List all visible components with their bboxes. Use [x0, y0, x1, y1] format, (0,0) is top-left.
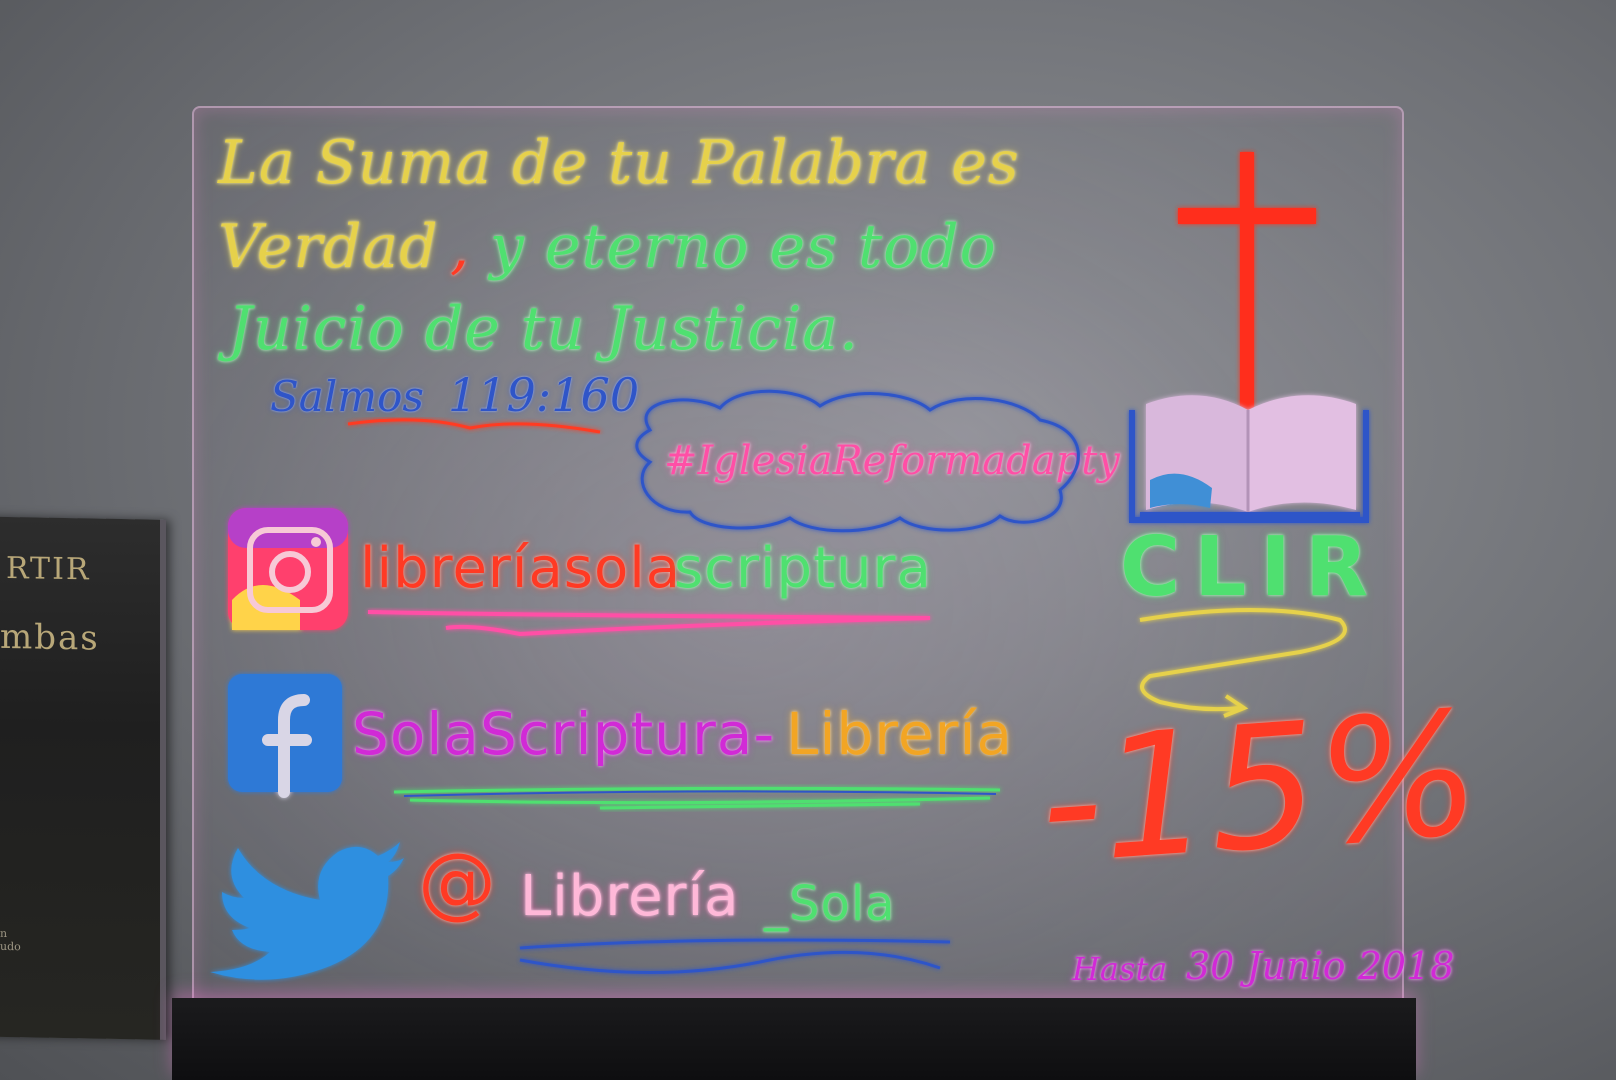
- instagram-handle-part2: scriptura: [674, 536, 932, 601]
- hashtag-cloud-outline: [635, 389, 1080, 533]
- verse-reference-book: Salmos: [270, 372, 424, 421]
- brand-clir: CLIR: [1120, 520, 1383, 615]
- instagram-handle-part1: libreríasola: [360, 536, 682, 601]
- hashtag-text: #IglesiaReformadapty: [664, 438, 1120, 484]
- instagram-icon: [228, 508, 348, 630]
- promo-until-date: 30 Junio 2018: [1186, 944, 1455, 988]
- board-stand: [172, 998, 1416, 1080]
- arrow-swirl: [1139, 608, 1347, 718]
- cross-icon: [1178, 152, 1316, 410]
- instagram-underline: [367, 610, 931, 637]
- reference-underline: [347, 418, 601, 434]
- promo-until-label: Hasta: [1072, 950, 1168, 988]
- open-bible-icon: [1129, 395, 1369, 523]
- facebook-icon: [228, 674, 342, 798]
- verse-line-2-word-verdad: Verdad: [218, 212, 439, 282]
- facebook-underline: [393, 786, 1001, 810]
- led-acrylic-board: [192, 106, 1404, 1012]
- twitter-underline: [519, 938, 951, 974]
- verse-line-2-rest: y eterno es todo: [490, 212, 997, 282]
- verse-reference-chapter: 119:160: [448, 368, 640, 422]
- verse-line-1: La Suma de tu Palabra es: [218, 128, 1020, 198]
- twitter-handle-part2: _Sola: [764, 876, 896, 932]
- verse-line-2-comma: ,: [450, 212, 471, 282]
- twitter-handle-part1: Librería: [520, 864, 740, 929]
- facebook-name-part2: Librería: [786, 700, 1014, 768]
- facebook-underline-blue: [403, 790, 997, 797]
- twitter-bird-icon: [210, 842, 404, 980]
- verse-line-3: Juicio de tu Justicia.: [228, 294, 860, 364]
- twitter-at-sign: @: [418, 838, 497, 928]
- facebook-name-part1: SolaScriptura-: [352, 700, 776, 768]
